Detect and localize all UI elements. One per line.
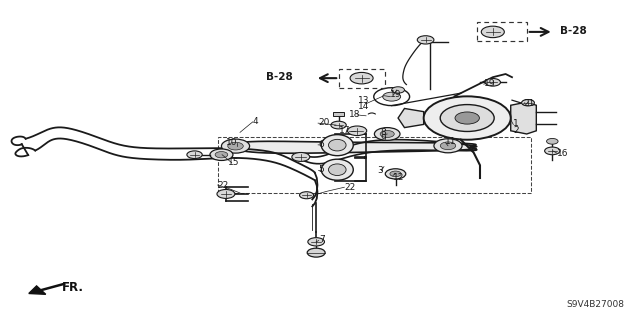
Text: 18: 18	[349, 110, 360, 119]
Text: 22: 22	[344, 183, 356, 192]
Circle shape	[434, 139, 462, 153]
Circle shape	[210, 149, 233, 160]
Circle shape	[215, 152, 228, 158]
Ellipse shape	[321, 159, 353, 180]
Circle shape	[374, 128, 400, 140]
Circle shape	[545, 147, 560, 155]
Text: 11: 11	[445, 137, 457, 146]
Circle shape	[331, 121, 346, 129]
Text: 19: 19	[484, 79, 495, 88]
Text: 17: 17	[339, 126, 351, 135]
Text: 2: 2	[513, 126, 519, 135]
Circle shape	[380, 130, 394, 137]
Circle shape	[217, 189, 235, 198]
Circle shape	[187, 151, 202, 159]
Circle shape	[455, 112, 479, 124]
Text: 8: 8	[380, 128, 386, 137]
Circle shape	[385, 169, 406, 179]
Ellipse shape	[321, 135, 353, 156]
Text: 21: 21	[523, 100, 534, 108]
Text: FR.: FR.	[62, 281, 84, 293]
Circle shape	[485, 78, 500, 86]
Circle shape	[440, 142, 456, 150]
Bar	[333, 112, 344, 116]
Circle shape	[228, 142, 243, 150]
Circle shape	[308, 238, 324, 246]
Text: 22: 22	[218, 181, 229, 189]
Polygon shape	[511, 102, 536, 134]
Circle shape	[383, 92, 401, 101]
Text: B-28: B-28	[560, 26, 587, 36]
Bar	[477, 22, 527, 41]
Circle shape	[348, 126, 367, 136]
Text: 10: 10	[226, 138, 237, 147]
Text: 16: 16	[557, 149, 568, 158]
Circle shape	[481, 26, 504, 38]
Ellipse shape	[328, 139, 346, 151]
Circle shape	[307, 248, 325, 257]
Circle shape	[440, 105, 494, 131]
Circle shape	[547, 138, 558, 144]
Ellipse shape	[328, 164, 346, 175]
Text: 12: 12	[393, 173, 404, 182]
Text: 19: 19	[390, 90, 402, 99]
Text: 7: 7	[319, 235, 324, 244]
Text: 14: 14	[358, 102, 370, 111]
Circle shape	[350, 72, 373, 84]
Circle shape	[300, 192, 314, 199]
Circle shape	[390, 171, 401, 177]
Circle shape	[522, 100, 534, 106]
Text: S9V4B27008: S9V4B27008	[566, 300, 624, 309]
Circle shape	[424, 96, 511, 140]
Text: 4: 4	[253, 117, 259, 126]
Polygon shape	[236, 141, 476, 153]
Text: 20: 20	[318, 118, 330, 127]
Polygon shape	[398, 108, 424, 128]
Circle shape	[292, 152, 310, 161]
Text: 15: 15	[228, 158, 239, 167]
Text: 9: 9	[380, 134, 386, 143]
Bar	[339, 69, 385, 88]
Circle shape	[417, 36, 434, 44]
Text: 1: 1	[513, 119, 519, 128]
Bar	[218, 137, 531, 193]
Text: 13: 13	[358, 96, 370, 105]
Circle shape	[392, 87, 404, 93]
Circle shape	[221, 139, 250, 153]
Text: B-28: B-28	[266, 72, 292, 82]
Text: 3: 3	[378, 166, 383, 175]
Text: 6: 6	[318, 140, 324, 149]
Polygon shape	[29, 286, 45, 294]
Text: 5: 5	[318, 165, 324, 174]
